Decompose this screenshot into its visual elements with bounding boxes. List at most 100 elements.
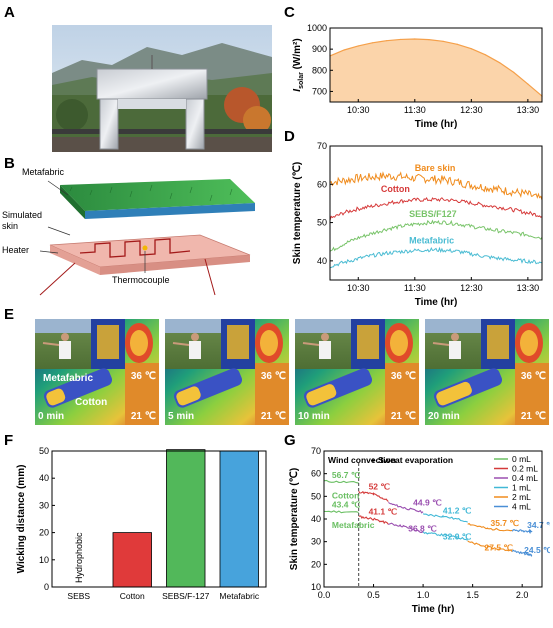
thermal-low-temp: 21 ℃ <box>260 411 286 422</box>
x-tick-label: 11:30 <box>404 283 426 293</box>
cotton-line-0-4-ml <box>388 501 424 514</box>
solar-point <box>442 40 444 42</box>
series-label: Cotton <box>381 184 410 194</box>
solar-point <box>484 54 487 56</box>
wicking-frame <box>51 450 267 588</box>
label-metafabric: Metafabric <box>22 167 65 177</box>
y-tick-label: 40 <box>39 473 49 483</box>
solar-point <box>400 38 402 41</box>
value-annotation: 32.9 ℃ <box>443 531 472 541</box>
solar-point <box>428 39 430 41</box>
series-line-cotton <box>329 196 543 221</box>
outdoor-setup-illustration <box>52 25 272 152</box>
y-tick-label: 900 <box>312 44 327 54</box>
thermal-low-temp: 21 ℃ <box>390 411 416 422</box>
x-tick-label: Metafabric <box>219 591 259 601</box>
panel-label-b: B <box>4 155 15 172</box>
y-axis-label: Skin temperature (℃) <box>289 468 300 570</box>
x-tick-label: 13:30 <box>517 105 540 115</box>
thermal-time-label: 0 min <box>38 411 65 422</box>
bar-sebs-f-127 <box>166 449 206 588</box>
value-annotation: Metafabric <box>332 520 375 530</box>
value-annotation: 52 ℃ <box>369 482 391 492</box>
thermal-high-temp: 36 ℃ <box>260 371 286 382</box>
panel-label-c: C <box>284 4 295 21</box>
label-thermocouple: Thermocouple <box>112 275 170 285</box>
x-tick-label: SEBS/F-127 <box>162 591 210 601</box>
panel-label-d: D <box>284 128 295 145</box>
value-annotation: 24.5 ℃ <box>524 545 550 555</box>
series-label: Bare skin <box>415 163 456 173</box>
cotton-line-0-ml <box>323 479 359 484</box>
schematic-panel: Metafabric Simulated skin Heater Thermoc… <box>0 165 280 305</box>
x-tick-label: 1.5 <box>466 590 479 600</box>
y-tick-label: 20 <box>311 559 321 569</box>
x-tick-label: 0.0 <box>318 590 331 600</box>
thermal-frame: 0 min 36 ℃ 21 ℃ Metafabric Cotton <box>34 318 160 426</box>
solar-point <box>385 40 388 42</box>
solar-point <box>470 48 472 50</box>
thermal-frame: 20 min 36 ℃ 21 ℃ <box>424 318 550 426</box>
solar-point <box>343 49 345 51</box>
panel-label-g: G <box>284 432 296 449</box>
solar-point <box>527 83 529 85</box>
value-annotation: 44.9 ℃ <box>413 497 442 507</box>
skin-temp-frame <box>329 145 543 281</box>
solar-point <box>357 45 359 47</box>
value-annotation: 35.7 ℃ <box>490 518 519 528</box>
thermal-time-label: 5 min <box>168 411 195 422</box>
y-tick-label: 700 <box>312 86 327 96</box>
panel-label-f: F <box>4 432 14 449</box>
value-annotation: 34.7 ℃ <box>527 520 550 530</box>
y-tick-label: 40 <box>317 256 327 266</box>
bar-metafabric <box>219 450 259 588</box>
metafabric-line-0-4-ml <box>388 522 424 533</box>
thermal-image <box>425 319 549 425</box>
x-tick-label: 10:30 <box>347 105 370 115</box>
wicking-distance-svg: SEBS Cotton SEBS/F-127 Metafabric Hydrophobi… <box>16 446 267 601</box>
solar-point <box>456 43 458 45</box>
bar-cotton <box>112 532 152 588</box>
x-tick-label: SEBS <box>67 591 90 601</box>
solar-point <box>371 42 373 44</box>
y-tick-label: 70 <box>317 141 327 151</box>
y-tick-label: 1000 <box>307 23 327 33</box>
thermal-low-temp: 21 ℃ <box>130 411 156 422</box>
series-line-metafabric <box>330 246 543 268</box>
y-axis-label: Wicking distance (mm) <box>16 465 27 574</box>
outdoor-setup-photo <box>52 25 272 152</box>
metafabric-line-2-ml <box>467 540 513 553</box>
thermal-frame: 5 min 36 ℃ 21 ℃ <box>164 318 290 426</box>
label-simulated-skin: Simulated skin <box>2 210 43 231</box>
value-annotation: Cotton <box>332 491 359 501</box>
legend-label: 0.2 mL <box>512 464 538 474</box>
legend-label: 1 mL <box>512 483 531 493</box>
solar-frame <box>329 27 543 103</box>
cotton-line-2-ml <box>467 522 513 532</box>
skin-temperature-svg: Bare skin Cotton SEBS/F127 Metafabric 40 50 60… <box>292 141 543 308</box>
skin-temperature-time-svg: Wind convection+ Sweat evaporation 56.7 ℃… <box>289 446 553 615</box>
thermal-image <box>35 319 159 425</box>
x-tick-label: Cotton <box>120 591 145 601</box>
header-wind-convection: Wind convection <box>328 455 396 465</box>
cotton-line-1-ml <box>422 513 468 523</box>
x-tick-label: 12:30 <box>460 105 483 115</box>
value-annotation: 27.5 ℃ <box>485 543 514 553</box>
skin-temperature-time-chart: Wind convection + Sweat evaporation 56.7 ℃… <box>284 445 553 628</box>
y-tick-label: 40 <box>311 514 321 524</box>
thermal-low-temp: 21 ℃ <box>520 411 546 422</box>
x-axis-label: Time (hr) <box>415 119 458 130</box>
wicking-distance-chart: SEBS Cotton SEBS/F-127 Metafabric Hydrophobi… <box>4 445 274 628</box>
y-tick-label: 50 <box>39 446 49 456</box>
y-tick-label: 50 <box>317 218 327 228</box>
skin-temperature-chart: Bare skin Cotton SEBS/F127 Metafabric 40 50 60… <box>284 140 549 313</box>
series-label: Metafabric <box>409 236 454 246</box>
y-tick-label: 30 <box>39 500 49 510</box>
x-axis-label: Time (hr) <box>412 604 455 615</box>
y-tick-label: 30 <box>311 537 321 547</box>
value-annotation: 36.8 ℃ <box>408 523 437 533</box>
y-axis-label: Isolar (W/m²) <box>292 38 305 91</box>
thermal-label-metafabric: Metafabric <box>43 373 94 384</box>
solar-area-fill <box>330 38 542 102</box>
legend-label: 0 mL <box>512 454 531 464</box>
